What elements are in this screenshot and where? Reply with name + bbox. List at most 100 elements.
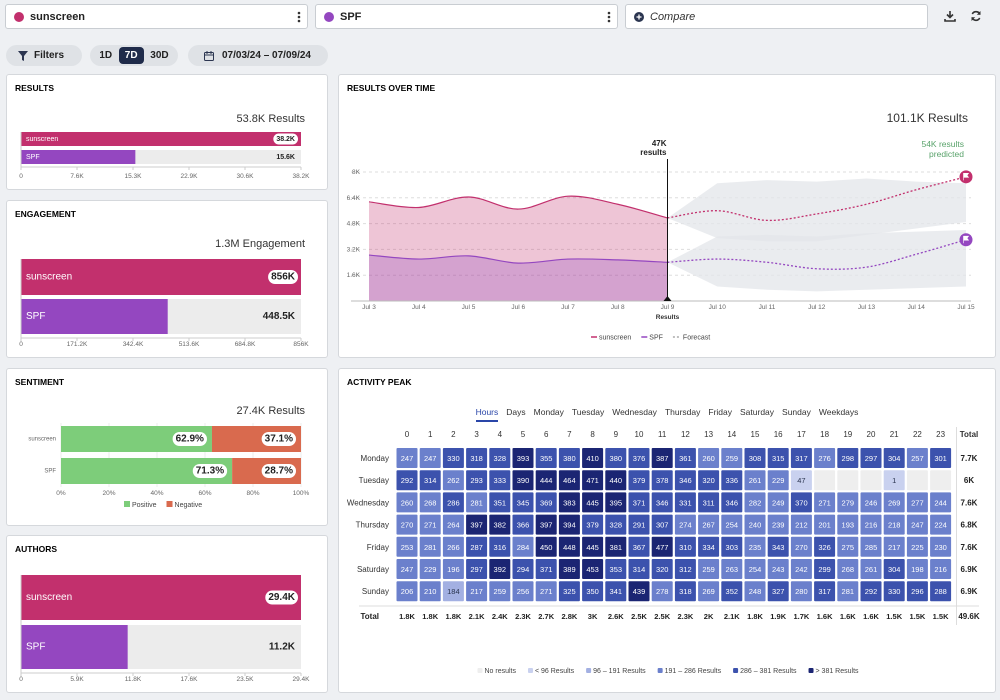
refresh-icon[interactable] [970, 10, 982, 22]
tab[interactable]: Wednesday [612, 407, 657, 417]
cell-value: 263 [726, 565, 739, 574]
bar-value-label: 448.5K [263, 311, 296, 322]
cell-value: 294 [517, 565, 530, 574]
hour-label: 6 [544, 430, 549, 439]
cell-value: 383 [563, 498, 576, 507]
heat-cell [419, 492, 441, 513]
cell-value: 298 [842, 454, 855, 463]
hour-label: 23 [936, 430, 945, 439]
heat-cell [744, 492, 766, 513]
hour-label: 14 [727, 430, 736, 439]
heat-cell [674, 559, 696, 579]
column-total: 1.7K [793, 612, 809, 621]
tab[interactable]: Hours [475, 407, 499, 422]
tab[interactable]: Days [506, 407, 526, 417]
heat-cell [674, 581, 696, 602]
cell-value: 267 [702, 521, 715, 530]
heat-cell [814, 448, 836, 468]
tab[interactable]: Thursday [664, 407, 701, 417]
heat-cell [837, 492, 859, 513]
range-button[interactable]: 7D [118, 47, 144, 64]
tab[interactable]: Saturday [740, 407, 775, 417]
column-total: 1.8K [445, 612, 461, 621]
value-pill [268, 270, 298, 284]
heat-cell [605, 470, 627, 491]
heat-cell [767, 492, 789, 513]
tab[interactable]: Friday [708, 407, 732, 417]
tab[interactable]: Tuesday [571, 407, 605, 417]
filters-button[interactable]: Filters [6, 45, 82, 66]
cell-value: 320 [702, 476, 715, 485]
range-button[interactable]: 30D [150, 50, 169, 61]
legend-swatch [124, 501, 130, 507]
compare-chip[interactable]: Compare [625, 4, 928, 29]
cell-value: 270 [401, 521, 414, 530]
range-button[interactable]: 1D [99, 50, 113, 61]
bar-value-label: 29.4K [268, 592, 295, 603]
column-total: 1.8K [422, 612, 438, 621]
panel-total: 1.3M Engagement [215, 238, 305, 250]
bar-category-label: SPF [26, 642, 45, 653]
date-button[interactable]: 07/03/24 – 07/09/24 [188, 45, 328, 66]
panel-title: RESULTS [15, 83, 54, 93]
x-tick-label: Jul 13 [858, 304, 876, 311]
cell-value: 361 [679, 454, 692, 463]
heat-cell [628, 559, 650, 579]
query-chip[interactable]: SPF [315, 4, 618, 29]
cell-value: 247 [401, 565, 414, 574]
x-tick-label: 15.3K [125, 173, 143, 180]
cell-value: 247 [401, 454, 414, 463]
authors-panel: AUTHORS sunscreen 29.4K SPF 11.2K 0 5.9K 11.8K 1… [6, 535, 328, 693]
menu-icon[interactable] [297, 11, 301, 23]
cell-value: 253 [401, 543, 414, 552]
download-icon[interactable] [944, 10, 956, 22]
heat-cell [767, 448, 789, 468]
hour-label: 13 [704, 430, 713, 439]
column-total: 2.3K [515, 612, 531, 621]
heat-cell [466, 581, 488, 602]
compare-label: Compare [650, 10, 696, 23]
cell-value: 318 [470, 454, 483, 463]
heat-cell [442, 514, 464, 535]
heat-cell [906, 536, 928, 557]
heat-cell [698, 536, 720, 557]
tab[interactable]: Monday [533, 407, 564, 417]
x-tick-label: Jul 10 [709, 304, 727, 311]
hour-label: 2 [451, 430, 456, 439]
cell-value: 287 [470, 543, 483, 552]
cell-value: 259 [726, 454, 739, 463]
query-chip[interactable]: sunscreen [5, 4, 308, 29]
cell-value: 343 [772, 543, 785, 552]
x-tick-label: 29.4K [293, 676, 311, 683]
row-total: 6.9K [961, 587, 978, 596]
row-total: 7.7K [961, 454, 978, 463]
tab[interactable]: Weekdays [818, 407, 859, 417]
bar-value-label: 62.9% [176, 434, 204, 445]
heat-cell [906, 559, 928, 579]
bar-value-label: 15.6K [276, 154, 295, 161]
heat-cell [837, 514, 859, 535]
menu-icon[interactable] [607, 11, 611, 23]
bar [21, 259, 301, 295]
heat-cell [512, 448, 534, 468]
heat-cell [814, 514, 836, 535]
heat-cell [512, 514, 534, 535]
query-label: sunscreen [30, 10, 86, 23]
heat-cell [582, 581, 604, 602]
x-tick-label: Jul 9 [661, 304, 675, 311]
cell-value: 381 [610, 543, 623, 552]
query-color [324, 11, 334, 22]
activity-tabs: Hours Days Monday Tuesday Wednesday Thursday F… [339, 407, 995, 422]
legend-label: > 381 Results [816, 668, 859, 675]
panel-title: RESULTS OVER TIME [347, 83, 435, 93]
heat-cell [698, 559, 720, 579]
bar [21, 299, 168, 334]
heat-cell [558, 514, 580, 535]
panel-total: 27.4K Results [237, 405, 306, 417]
heat-cell [860, 581, 882, 602]
heat-cell [466, 492, 488, 513]
tab[interactable]: Sunday [782, 407, 811, 417]
cell-value: 224 [934, 521, 947, 530]
heat-cell [582, 448, 604, 468]
